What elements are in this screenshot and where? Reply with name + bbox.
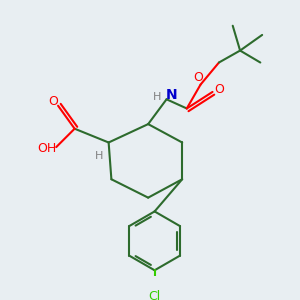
Text: O: O [214, 83, 224, 96]
Text: Cl: Cl [148, 290, 161, 300]
Text: H: H [153, 92, 161, 101]
Text: O: O [49, 94, 58, 108]
Text: O: O [193, 71, 203, 84]
Text: OH: OH [38, 142, 57, 155]
Text: N: N [165, 88, 177, 102]
Text: H: H [95, 151, 104, 161]
